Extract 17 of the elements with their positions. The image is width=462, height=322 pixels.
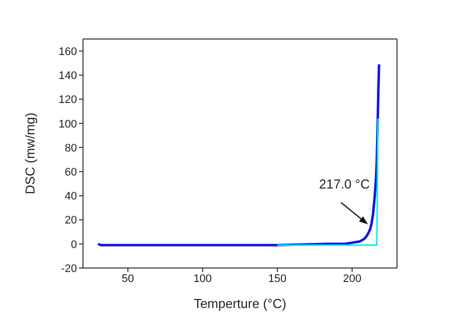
y-tick-label: 140 <box>58 70 77 82</box>
x-tick-label: 150 <box>268 272 287 285</box>
x-axis-title: Temperture (°C) <box>194 296 286 311</box>
y-tick-label: -20 <box>61 262 77 275</box>
y-tick-label: 60 <box>64 166 77 178</box>
y-tick-label: 20 <box>64 214 77 227</box>
y-tick-label: 120 <box>58 94 77 106</box>
x-tick-label: 50 <box>122 272 134 285</box>
y-axis-title: DSC (mw/mg) <box>22 112 38 194</box>
x-tick-label: 100 <box>193 272 212 285</box>
y-tick-label: 40 <box>64 190 77 203</box>
annotation: 217.0 °C <box>319 176 370 192</box>
y-tick-label: 160 <box>58 46 77 58</box>
y-tick-label: 80 <box>64 142 77 154</box>
y-tick-label: 0 <box>70 238 77 251</box>
x-tick-label: 200 <box>342 272 362 285</box>
y-tick-label: 100 <box>58 118 77 130</box>
